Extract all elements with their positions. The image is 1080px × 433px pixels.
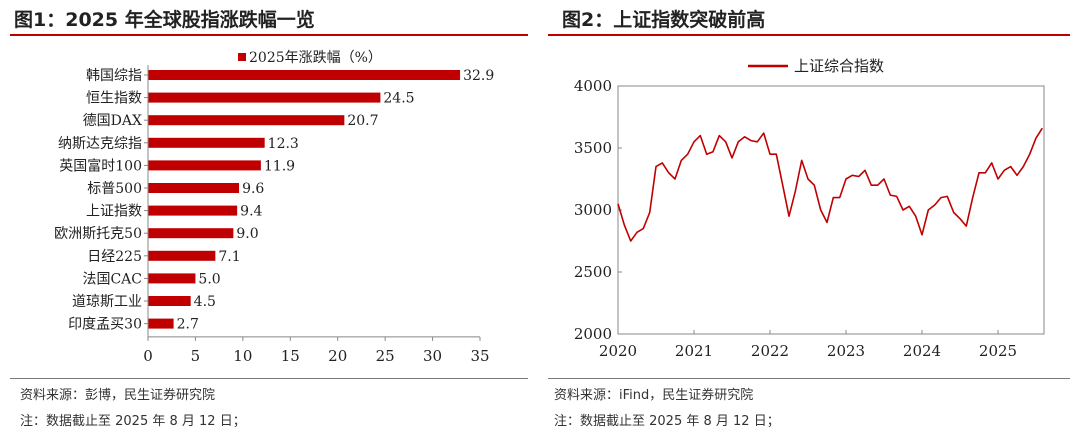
category-label: 德国DAX (83, 113, 142, 129)
data-label: 11.9 (264, 158, 295, 174)
panel-title: 图2：上证指数突破前高 (562, 9, 766, 31)
bar (148, 296, 191, 306)
bar (148, 318, 174, 329)
x-tick-label: 5 (191, 347, 201, 365)
x-tick-label: 2020 (599, 342, 637, 360)
x-tick-label: 2023 (827, 342, 865, 360)
data-label: 32.9 (463, 68, 494, 84)
bar (148, 115, 345, 126)
data-label: 5.0 (198, 271, 220, 287)
line-chart-panel: 图2：上证指数突破前高 2000 2500 3000 3500 4000 2020 2021… (548, 0, 1080, 433)
legend-label: 上证综合指数 (794, 57, 884, 75)
category-label: 标普500 (87, 181, 142, 197)
category-label: 纳斯达克综指 (58, 136, 142, 152)
category-label: 道琼斯工业 (72, 294, 142, 310)
category-label: 法国CAC (82, 271, 142, 287)
panel-title: 图1：2025 年全球股指涨跌幅一览 (14, 9, 315, 31)
title-underline (548, 34, 1070, 36)
source-note: 资料来源：彭博，民生证券研究院 (20, 388, 216, 403)
bar (148, 205, 238, 216)
category-label: 恒生指数 (86, 91, 142, 107)
category-label: 英国富时100 (59, 157, 142, 174)
bar (148, 70, 461, 80)
category-label: 上证指数 (86, 204, 142, 220)
data-note: 注：数据截止至 2025 年 8 月 12 日； (554, 414, 780, 429)
category-label: 印度孟买30 (68, 317, 142, 333)
x-tick-label: 0 (143, 347, 153, 365)
category-label: 日经225 (87, 249, 142, 265)
bar (148, 137, 265, 148)
data-label: 9.4 (240, 204, 262, 220)
line-chart: 2000 2500 3000 3500 4000 2020 2021 2022 2023 2024… (574, 57, 1045, 360)
category-label: 欧洲斯托克50 (54, 226, 142, 242)
x-tick-label: 2024 (903, 342, 941, 360)
x-tick-label: 15 (281, 347, 300, 365)
bar (148, 92, 381, 103)
plot-frame (617, 85, 1045, 335)
bar (148, 160, 261, 171)
series-line (617, 127, 1043, 242)
y-tick-label: 4000 (574, 77, 612, 95)
data-label: 24.5 (383, 91, 414, 107)
data-label: 9.0 (236, 226, 258, 242)
y-tick-label: 3500 (574, 139, 612, 157)
x-tick-label: 2021 (675, 342, 713, 360)
source-note: 资料来源：iFind，民生证券研究院 (554, 388, 754, 403)
footer-rule (548, 378, 1070, 379)
bar (148, 228, 234, 239)
data-label: 2.7 (177, 317, 199, 333)
title-underline (10, 34, 528, 36)
bar (148, 250, 216, 261)
x-tick-label: 35 (470, 347, 489, 365)
bar-chart-panel: 图1：2025 年全球股指涨跌幅一览 2025年涨跌幅（%） 韩国综指 32.9 恒生… (0, 0, 528, 433)
x-tick-label: 30 (423, 347, 442, 365)
y-tick-label: 2500 (574, 263, 612, 281)
bar (148, 273, 196, 284)
legend-label: 2025年涨跌幅（%） (249, 50, 382, 66)
category-label: 韩国综指 (86, 68, 142, 84)
data-label: 9.6 (242, 181, 264, 197)
bar-chart: 2025年涨跌幅（%） 韩国综指 32.9 恒生指数 24.5 德国DAX 20.7 纳斯达克… (54, 50, 494, 365)
footer-rule (10, 378, 528, 379)
legend-swatch (238, 53, 246, 61)
data-label: 7.1 (218, 249, 240, 265)
x-tick-label: 2022 (751, 342, 789, 360)
data-label: 4.5 (194, 294, 216, 310)
data-note: 注：数据截止至 2025 年 8 月 12 日； (20, 414, 246, 429)
x-tick-label: 10 (233, 347, 252, 365)
bar (148, 183, 240, 193)
y-tick-label: 3000 (574, 201, 612, 219)
data-label: 12.3 (268, 136, 299, 152)
x-tick-label: 25 (376, 347, 395, 365)
data-label: 20.7 (347, 113, 378, 129)
y-tick-label: 2000 (574, 325, 612, 343)
x-tick-label: 20 (328, 347, 347, 365)
x-tick-label: 2025 (979, 342, 1017, 360)
